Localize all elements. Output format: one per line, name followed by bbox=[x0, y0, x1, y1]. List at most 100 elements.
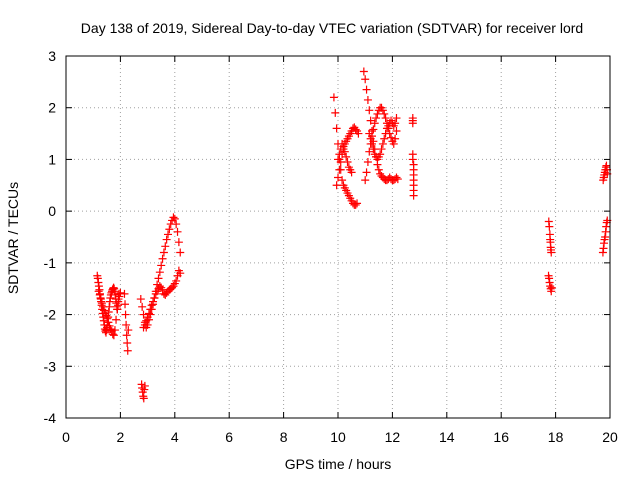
series-cluster-3h-4h-rise bbox=[136, 213, 185, 332]
data-point bbox=[365, 147, 374, 156]
data-point bbox=[121, 300, 130, 309]
series-cluster-12h-8 bbox=[408, 114, 418, 200]
data-point bbox=[343, 158, 352, 167]
data-point bbox=[332, 124, 341, 133]
data-point bbox=[172, 220, 181, 229]
data-point bbox=[369, 125, 378, 134]
data-point bbox=[150, 294, 159, 303]
data-point bbox=[123, 346, 132, 355]
data-point bbox=[392, 114, 401, 123]
data-point bbox=[376, 150, 385, 159]
data-point bbox=[96, 295, 105, 304]
data-point bbox=[545, 222, 554, 231]
data-point bbox=[144, 309, 153, 318]
data-point bbox=[173, 227, 182, 236]
data-point bbox=[139, 394, 148, 403]
x-tick-label: 10 bbox=[330, 429, 346, 445]
data-point bbox=[176, 248, 185, 257]
series-cluster-10h-12h-a bbox=[329, 93, 362, 209]
series-cluster-20h-a bbox=[599, 161, 612, 185]
y-tick-label: 3 bbox=[48, 48, 56, 64]
data-point bbox=[378, 139, 387, 148]
data-point bbox=[158, 285, 167, 294]
series-cluster-10h-12h-c bbox=[334, 139, 356, 177]
data-point bbox=[363, 95, 372, 104]
data-point bbox=[372, 114, 381, 123]
y-tick-label: -3 bbox=[44, 358, 57, 374]
series-cluster-3h-4h-lower bbox=[139, 266, 185, 332]
data-point bbox=[329, 93, 338, 102]
data-point bbox=[393, 175, 402, 184]
data-point bbox=[365, 106, 374, 115]
data-point bbox=[124, 326, 133, 335]
data-point bbox=[351, 125, 360, 134]
data-point bbox=[366, 134, 375, 143]
data-point bbox=[342, 152, 351, 161]
data-point bbox=[168, 283, 177, 292]
data-point bbox=[113, 305, 122, 314]
data-point bbox=[331, 108, 340, 117]
data-point bbox=[392, 126, 401, 135]
y-tick-label: -2 bbox=[44, 307, 57, 323]
data-point bbox=[136, 295, 145, 304]
data-point bbox=[368, 139, 376, 148]
points-layer bbox=[93, 67, 612, 403]
series-cluster-11h-12h-b bbox=[361, 103, 401, 185]
data-point bbox=[98, 302, 107, 311]
data-point bbox=[143, 313, 152, 322]
data-point bbox=[387, 133, 396, 142]
x-tick-label: 14 bbox=[439, 429, 455, 445]
y-tick-label: -4 bbox=[44, 410, 57, 426]
y-tick-label: -1 bbox=[44, 255, 57, 271]
x-tick-label: 16 bbox=[493, 429, 509, 445]
data-point bbox=[116, 288, 125, 297]
series-cluster-2h-spike bbox=[120, 289, 133, 355]
series-cluster-20h-b bbox=[598, 216, 612, 257]
data-point bbox=[380, 109, 389, 118]
x-tick-label: 8 bbox=[280, 429, 288, 445]
data-point bbox=[109, 331, 118, 340]
data-point bbox=[110, 326, 119, 335]
data-point bbox=[361, 75, 370, 84]
data-point bbox=[381, 129, 390, 138]
data-point bbox=[142, 316, 151, 325]
data-point bbox=[332, 181, 341, 190]
data-point bbox=[373, 109, 382, 118]
data-point bbox=[362, 85, 371, 94]
data-point bbox=[335, 150, 344, 159]
data-point bbox=[155, 268, 164, 277]
data-point bbox=[115, 292, 124, 301]
series-cluster-1h-2h-b bbox=[94, 287, 125, 340]
data-point bbox=[361, 176, 370, 185]
data-point bbox=[120, 289, 129, 298]
data-point bbox=[108, 330, 117, 339]
series-cluster-3h-low bbox=[137, 380, 149, 403]
data-point bbox=[123, 339, 132, 348]
plot-frame bbox=[65, 55, 611, 419]
grid-layer bbox=[66, 56, 610, 418]
data-point bbox=[391, 119, 400, 128]
data-point bbox=[147, 301, 156, 310]
data-point bbox=[354, 129, 363, 138]
y-tick-label: 0 bbox=[48, 203, 56, 219]
data-point bbox=[378, 106, 387, 115]
data-point bbox=[97, 299, 106, 308]
data-point bbox=[335, 165, 344, 174]
y-tick-label: 2 bbox=[48, 100, 56, 116]
data-point bbox=[366, 116, 375, 125]
data-point bbox=[353, 199, 362, 208]
data-point bbox=[169, 213, 178, 222]
data-point bbox=[104, 318, 113, 327]
data-point bbox=[359, 67, 368, 76]
data-point bbox=[408, 155, 417, 164]
x-tick-label: 20 bbox=[602, 429, 618, 445]
data-point bbox=[547, 248, 556, 257]
data-point bbox=[94, 287, 103, 296]
data-point bbox=[139, 310, 148, 319]
data-point bbox=[374, 165, 383, 174]
y-axis-label: SDTVAR / TECUs bbox=[5, 182, 21, 294]
data-point bbox=[149, 297, 158, 306]
data-point bbox=[159, 248, 168, 257]
